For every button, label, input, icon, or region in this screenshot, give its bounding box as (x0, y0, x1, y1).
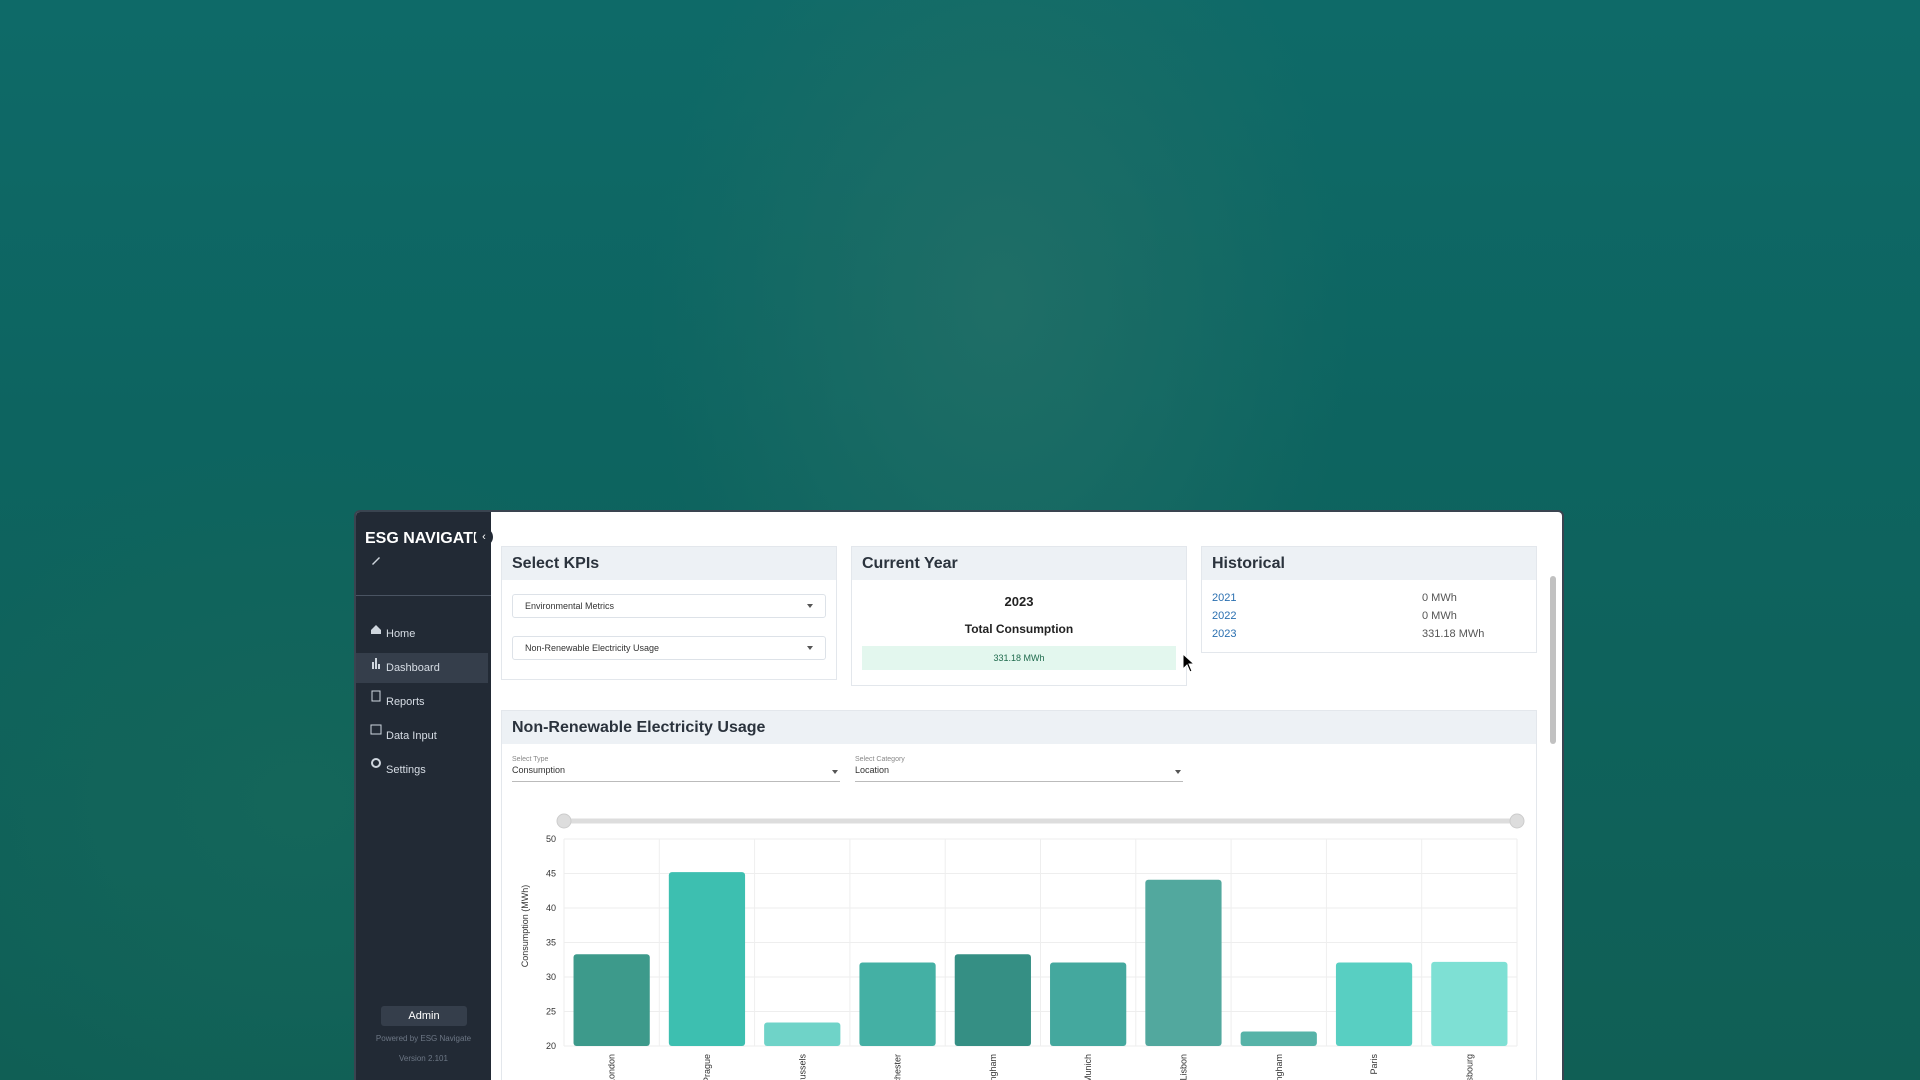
nav-icons (370, 625, 382, 768)
panel-title: Historical (1202, 547, 1536, 580)
x-tick-label: Paris (1369, 1054, 1379, 1075)
y-tick-label: 20 (546, 1041, 556, 1051)
collapse-button[interactable]: ‹ (475, 528, 493, 546)
app-window: ESG NAVIGATE ‹ Home Dashboard Reports Da… (356, 512, 1562, 1080)
history-value: 0 MWh (1422, 610, 1457, 622)
nav-item[interactable]: Data Input (386, 730, 437, 742)
bar (859, 962, 936, 1046)
x-tick-label: Lisbon (1178, 1054, 1188, 1080)
panel-title: Select KPIs (502, 547, 836, 580)
y-axis-title: Consumption (MWh) (520, 885, 530, 968)
x-tick-label: nchester (893, 1054, 903, 1080)
bar (1240, 1031, 1317, 1046)
version: Version 2.101 (399, 1054, 448, 1063)
y-tick-label: 40 (546, 903, 556, 913)
bar (1145, 879, 1222, 1046)
chart-panel: Non-Renewable Electricity Usage Select T… (501, 710, 1537, 1080)
x-tick-label: rasbourg (1464, 1054, 1474, 1080)
x-tick-label: Brussels (797, 1054, 807, 1080)
filter-select[interactable]: Location (855, 765, 1183, 782)
slider-handle[interactable] (556, 813, 572, 829)
y-tick-label: 30 (546, 972, 556, 982)
select[interactable]: Non-Renewable Electricity Usage (512, 636, 826, 660)
kpi-panel: Select KPIs Environmental Metrics Non-Re… (501, 546, 837, 680)
powered-by: Powered by ESG Navigate (375, 1034, 472, 1043)
bar (1431, 961, 1508, 1046)
filter-label: Select Type (512, 756, 549, 763)
nav-item[interactable]: Reports (386, 696, 425, 708)
select-value: Environmental Metrics (525, 601, 615, 611)
history-value: 0 MWh (1422, 592, 1457, 604)
edit-icon[interactable] (370, 554, 382, 566)
brand: ESG NAVIGATE (365, 530, 484, 547)
bar (1335, 962, 1413, 1046)
x-tick-label: mingham (988, 1054, 998, 1080)
x-tick-label: London (607, 1054, 617, 1080)
nav-item[interactable]: Settings (386, 764, 426, 776)
history-year: 2022 (1212, 610, 1237, 622)
filter-select[interactable]: Consumption (512, 765, 840, 782)
y-tick-label: 25 (546, 1007, 556, 1017)
x-tick-label: Prague (702, 1054, 712, 1080)
filter-value: Consumption (512, 765, 566, 775)
bar (1050, 962, 1127, 1046)
x-tick-label: Munich (1083, 1054, 1093, 1080)
filter-label: Select Category (855, 756, 905, 763)
current-year-panel: Current Year 2023 Total Consumption 331.… (851, 546, 1187, 686)
history-year: 2023 (1212, 628, 1237, 640)
metric-label: Total Consumption (964, 622, 1074, 636)
y-tick-label: 50 (546, 834, 556, 844)
select-value: Non-Renewable Electricity Usage (525, 643, 660, 653)
bar (764, 1022, 841, 1046)
divider (356, 595, 491, 596)
bar (954, 954, 1031, 1046)
history-value: 331.18 MWh (1422, 628, 1485, 640)
metric-value: 331.18 MWh (862, 646, 1176, 670)
panel-title: Non-Renewable Electricity Usage (502, 711, 1536, 744)
panel-title: Current Year (852, 547, 1186, 580)
filter-value: Location (855, 765, 890, 775)
user-button[interactable]: Admin (381, 1006, 467, 1026)
historical-panel: Historical 2021 0 MWh 2022 0 MWh 2023 331.18 … (1201, 546, 1537, 653)
bar (668, 872, 746, 1046)
sidebar: ESG NAVIGATE ‹ Home Dashboard Reports Da… (356, 512, 493, 1080)
year: 2023 (1004, 594, 1034, 609)
select[interactable]: Environmental Metrics (512, 594, 826, 618)
y-tick-label: 35 (546, 938, 556, 948)
slider-handle[interactable] (1509, 813, 1525, 829)
scrollbar-thumb[interactable] (1550, 576, 1556, 744)
x-tick-label: mingham (1274, 1054, 1284, 1080)
bar-chart: Consumption (MWh) 20 25 30 35 40 45 50 London Pr… (520, 813, 1525, 1080)
history-year: 2021 (1212, 592, 1237, 604)
cursor (1182, 653, 1196, 673)
bar (573, 954, 650, 1046)
y-tick-label: 45 (546, 869, 556, 879)
nav-item[interactable]: Home (386, 628, 416, 640)
